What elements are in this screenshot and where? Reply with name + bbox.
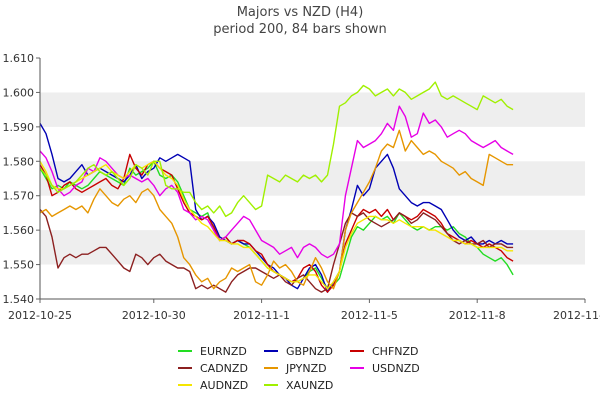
legend-label: GBPNZD [286,344,333,358]
legend-label: CADNZD [200,361,248,375]
legend-swatch [264,367,278,369]
y-tick-label: 1.540 [3,293,35,306]
legend-label: AUDNZD [200,378,249,392]
legend-item-jpynzd: JPYNZD [264,361,350,375]
legend-label: JPYNZD [286,361,327,375]
y-tick-label: 1.570 [3,190,35,203]
chart-subtitle: period 200, 84 bars shown [213,22,387,37]
y-tick-label: 1.560 [3,224,35,237]
y-tick-label: 1.600 [3,86,35,99]
legend-label: EURNZD [200,344,247,358]
chart-title: Majors vs NZD (H4) [236,5,364,20]
x-tick-label: 2012-11-5 [341,309,398,322]
y-tick-label: 1.580 [3,155,35,168]
legend-swatch [350,367,364,369]
legend-swatch [178,350,192,352]
legend-label: USDNZD [372,361,420,375]
legend-label: XAUNZD [286,378,334,392]
x-tick-label: 2012-11-12 [553,309,600,322]
chart-legend: EURNZD GBPNZD CHFNZD CADNZD JPYNZD USDNZD AUDN… [178,344,438,392]
x-tick-label: 2012-11-8 [449,309,506,322]
legend-label: CHFNZD [372,344,419,358]
y-tick-label: 1.550 [3,259,35,272]
legend-swatch [178,384,192,386]
x-tick-label: 2012-11-1 [233,309,290,322]
legend-swatch [350,350,364,352]
y-tick-label: 1.610 [3,52,35,65]
legend-swatch [264,350,278,352]
legend-item-eurnzd: EURNZD [178,344,264,358]
series-line-jpynzd [39,129,514,290]
series-line-gbpnzd [39,123,514,293]
legend-item-xaunzd: XAUNZD [264,378,350,392]
grid-band [40,161,585,196]
x-tick-label: 2012-10-25 [8,309,72,322]
x-tick-label: 2012-10-30 [122,309,186,322]
grid-band [40,92,585,127]
legend-swatch [178,367,192,369]
series-line-cadnzd [39,209,514,293]
legend-item-chfnzd: CHFNZD [350,344,436,358]
series-line-xaunzd [39,81,514,218]
legend-item-gbpnzd: GBPNZD [264,344,350,358]
y-tick-label: 1.590 [3,121,35,134]
legend-swatch [264,384,278,386]
series-line-audnzd [39,160,514,290]
legend-item-audnzd: AUDNZD [178,378,264,392]
legend-item-usdnzd: USDNZD [350,361,436,375]
legend-item-cadnzd: CADNZD [178,361,264,375]
